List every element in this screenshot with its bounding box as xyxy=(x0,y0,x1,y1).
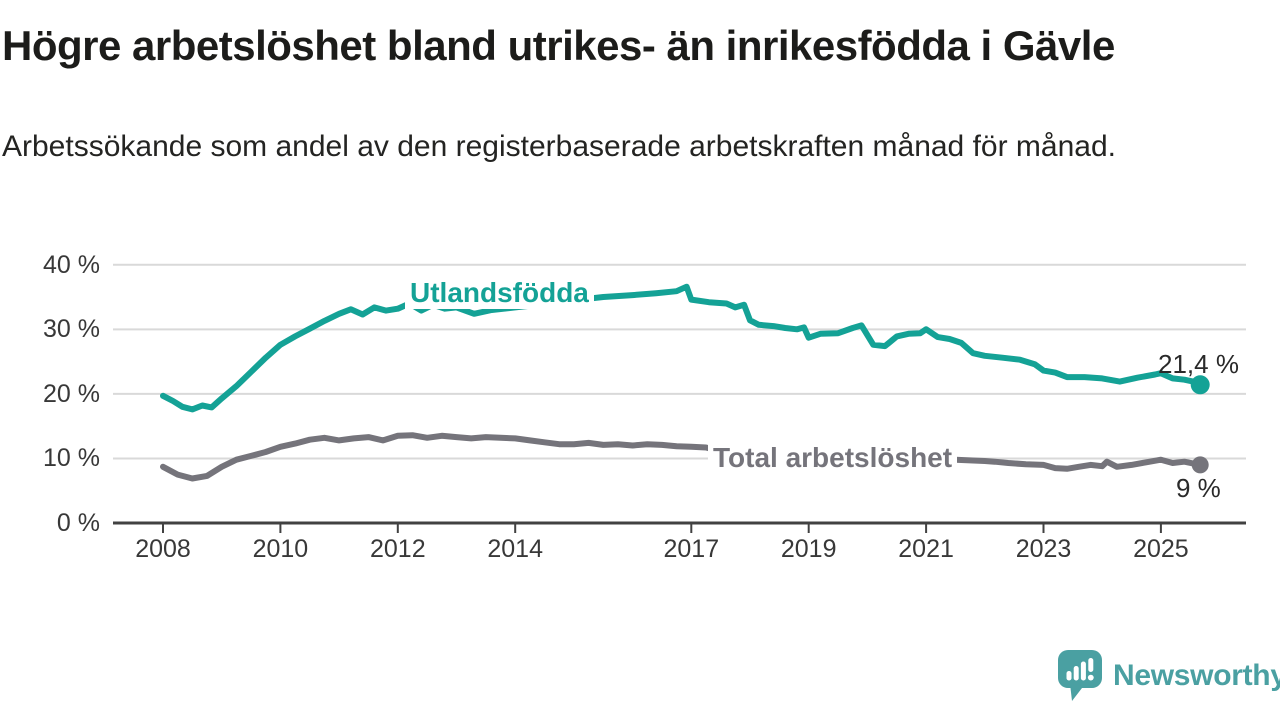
y-tick-label-40: 40 % xyxy=(43,250,100,279)
x-tick-label-2017: 2017 xyxy=(663,535,720,563)
series-label-total-arbetsloshet: Total arbetslöshet xyxy=(708,441,958,475)
x-tick-label-2014: 2014 xyxy=(487,535,543,563)
end-value-label-utlandsfodda: 21,4 % xyxy=(1158,349,1239,379)
x-tick-label-2008: 2008 xyxy=(135,535,191,563)
x-tick-label-2021: 2021 xyxy=(898,535,954,563)
y-tick-label-0: 0 % xyxy=(56,509,100,537)
newsworthy-logo-text: Newsworthy xyxy=(1113,659,1280,692)
series-line-1 xyxy=(160,432,1204,482)
series-label-utlandsfodda: Utlandsfödda xyxy=(405,276,594,310)
x-tick-label-2023: 2023 xyxy=(1015,535,1072,563)
x-tick-label-2010: 2010 xyxy=(252,535,309,563)
page-title: Högre arbetslöshet bland utrikes- än inr… xyxy=(2,22,1115,69)
newsworthy-speech-bubble-icon xyxy=(1058,650,1102,701)
y-tick-label-20: 20 % xyxy=(43,379,100,408)
x-tick-label-2025: 2025 xyxy=(1133,535,1189,563)
newsworthy-logo: Newsworthy xyxy=(1058,650,1280,702)
y-tick-label-10: 10 % xyxy=(43,444,100,473)
series-end-dot-0 xyxy=(1190,375,1210,395)
x-tick-label-2019: 2019 xyxy=(780,535,837,563)
series-end-dot-1 xyxy=(1191,456,1209,474)
end-value-label-total: 9 % xyxy=(1176,473,1221,503)
x-tick-label-2012: 2012 xyxy=(369,535,426,563)
y-tick-label-30: 30 % xyxy=(43,315,100,344)
series-line-0 xyxy=(160,283,1204,413)
chart-subtitle: Arbetssökande som andel av den registerb… xyxy=(2,130,1116,163)
